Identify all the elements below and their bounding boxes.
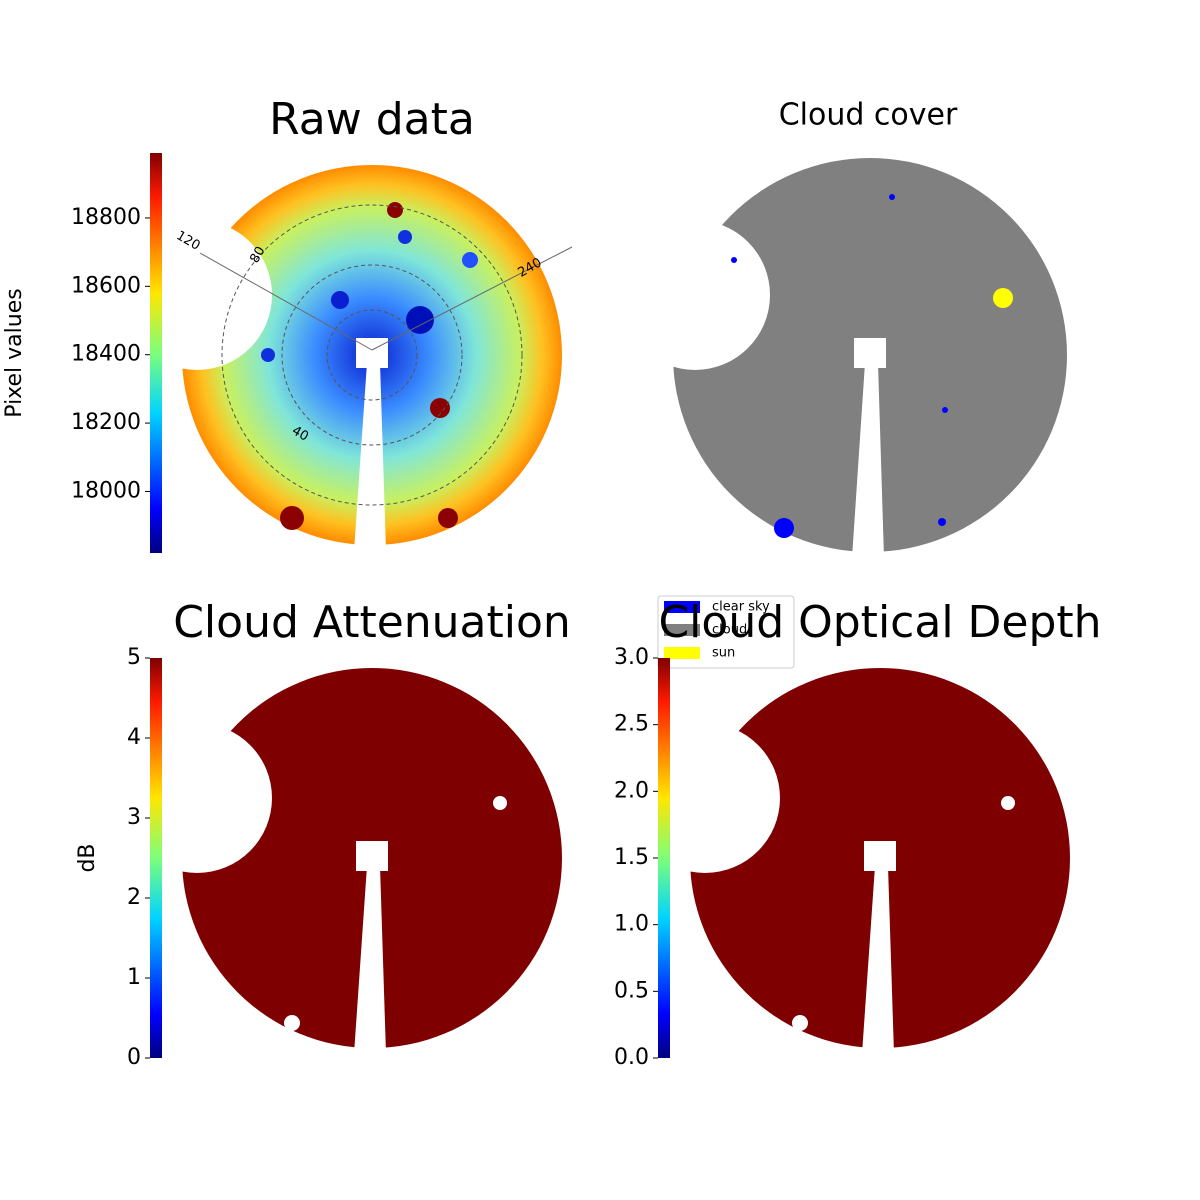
colorbar-tick-label: 2	[127, 885, 141, 910]
mask-notch	[122, 723, 272, 873]
image-blob	[387, 202, 403, 218]
mask-head	[356, 338, 388, 368]
legend-swatch	[664, 647, 700, 659]
colorbar-tick-label: 0.0	[614, 1045, 649, 1070]
sun-hole	[1001, 796, 1015, 810]
hole	[284, 1015, 300, 1031]
legend: clear sky cloud sun	[657, 595, 795, 669]
colorbar-tick-label: 1.5	[614, 845, 649, 870]
legend-swatch	[664, 624, 700, 636]
colorbar-tick-label: 18400	[71, 342, 141, 367]
image-blob	[280, 506, 304, 530]
polar-ring	[221, 204, 523, 506]
image-blob	[406, 306, 434, 334]
colorbar-label: dB	[75, 843, 100, 872]
clear-patch	[731, 257, 737, 263]
sun-spot	[993, 288, 1013, 308]
panel-title: Raw data	[269, 94, 475, 145]
colorbar-tick-label: 5	[127, 645, 141, 670]
image-blob	[398, 230, 412, 244]
image-blob	[331, 291, 349, 309]
mask-arm	[354, 866, 386, 1054]
hole	[792, 1015, 808, 1031]
clear-patch	[938, 518, 946, 526]
colorbar-tick-label: 0	[127, 1045, 141, 1070]
mask-arm	[852, 363, 884, 558]
clear-patch	[889, 194, 895, 200]
mask-head	[854, 338, 886, 368]
legend-swatch	[664, 601, 700, 613]
sun-hole	[493, 796, 507, 810]
colorbar-tick-label: 1.0	[614, 912, 649, 937]
legend-label: sun	[712, 646, 735, 661]
mask-notch	[620, 220, 770, 370]
colorbar-tick-label: 0.5	[614, 978, 649, 1003]
colorbar-tick-label: 18800	[71, 205, 141, 230]
polar-spoke	[371, 246, 573, 351]
colorbar-tick-label: 2.0	[614, 778, 649, 803]
colorbar	[658, 658, 670, 1058]
mask-head	[356, 841, 388, 871]
colorbar-tick-label: 4	[127, 725, 141, 750]
colorbar-tick-label: 18000	[71, 478, 141, 503]
colorbar-tick-label: 2.5	[614, 712, 649, 737]
colorbar-tick-label: 1	[127, 965, 141, 990]
colorbar	[150, 658, 162, 1058]
polar-label: 40	[289, 423, 311, 444]
polar-ring	[281, 264, 463, 446]
image-blob	[462, 252, 478, 268]
legend-label: clear sky	[712, 600, 770, 615]
polar-label: 80	[247, 244, 268, 266]
image-blob	[261, 348, 275, 362]
panel-title: Cloud Optical Depth	[658, 597, 1101, 648]
image-blob	[430, 398, 450, 418]
colorbar-tick-label: 3.0	[614, 645, 649, 670]
clear-patch	[774, 518, 794, 538]
polar-spoke	[199, 252, 373, 351]
panel-title: Cloud Attenuation	[173, 597, 571, 648]
mask-notch	[630, 723, 780, 873]
mask-head	[864, 841, 896, 871]
colorbar-tick-label: 18200	[71, 410, 141, 435]
colorbar-tick-label: 18600	[71, 273, 141, 298]
colorbar-label: Pixel values	[2, 288, 27, 417]
mask-arm	[354, 363, 386, 551]
colorbar-tick-label: 3	[127, 805, 141, 830]
image-blob	[438, 508, 458, 528]
legend-label: cloud	[712, 623, 747, 638]
clear-patch	[942, 407, 948, 413]
mask-arm	[862, 866, 894, 1054]
colorbar	[150, 153, 162, 553]
panel-title: Cloud cover	[779, 98, 958, 133]
polar-ring	[326, 309, 418, 401]
